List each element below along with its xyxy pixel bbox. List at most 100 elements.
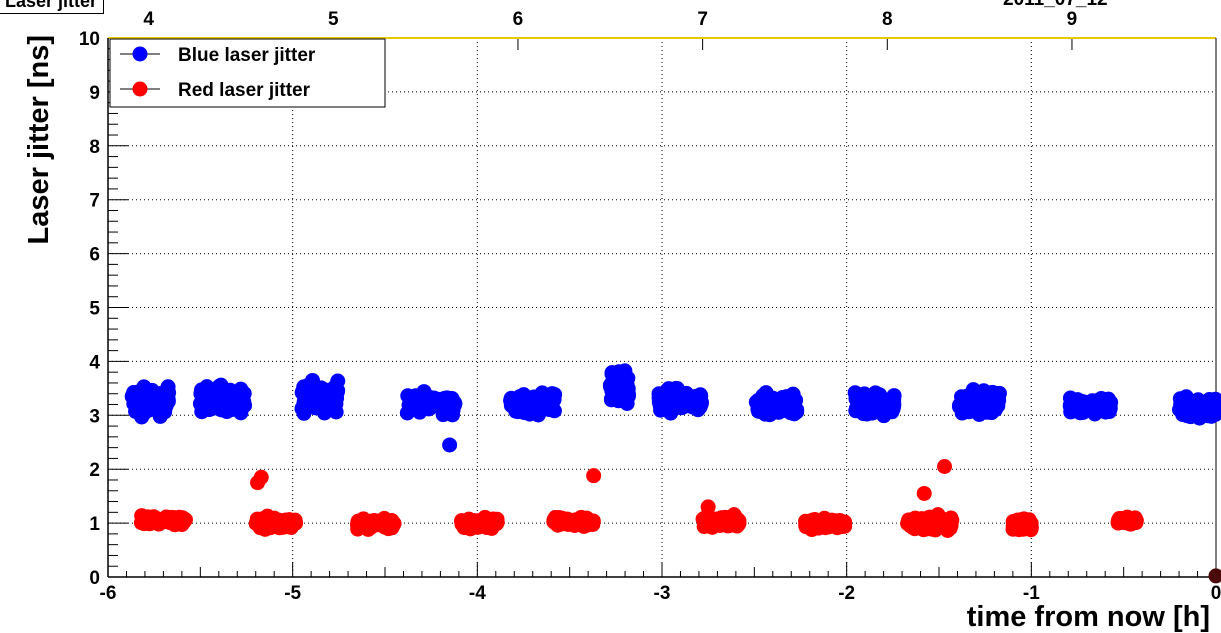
top-tick-label: 6 — [513, 9, 524, 30]
data-point — [458, 518, 474, 534]
data-point — [782, 404, 798, 420]
data-point — [614, 381, 630, 397]
data-point — [762, 394, 778, 410]
data-point — [401, 397, 417, 413]
legend-label: Red laser jitter — [178, 80, 311, 101]
y-tick-label: 0 — [89, 568, 100, 589]
data-point — [811, 513, 827, 529]
data-point — [1196, 403, 1212, 419]
top-tick-label: 9 — [1067, 9, 1078, 30]
data-point — [1074, 396, 1090, 412]
data-point — [604, 365, 620, 381]
data-point — [704, 514, 720, 530]
y-tick-label: 2 — [89, 460, 100, 481]
y-tick-label: 6 — [89, 245, 100, 266]
data-point — [692, 399, 708, 415]
data-point — [700, 499, 716, 515]
data-point — [301, 382, 317, 398]
legend — [109, 38, 386, 108]
data-point — [136, 516, 152, 532]
x-tick-label: 0 — [1211, 583, 1221, 604]
y-tick-label: 7 — [89, 191, 100, 212]
data-point — [937, 459, 953, 475]
data-point — [1022, 517, 1038, 533]
data-point — [152, 395, 168, 411]
y-tick-label: 9 — [89, 83, 100, 104]
data-point — [199, 379, 215, 395]
data-point — [442, 437, 458, 453]
date-label: 2011_07_12 — [1003, 0, 1108, 12]
x-tick-label: -3 — [654, 583, 671, 604]
data-point — [662, 387, 678, 403]
data-point — [294, 400, 310, 416]
data-point — [313, 390, 329, 406]
data-point — [250, 475, 266, 491]
data-point — [477, 517, 493, 533]
data-point — [357, 517, 373, 533]
data-point — [166, 512, 182, 528]
series-red-laser-jitter — [133, 459, 1144, 538]
data-point — [234, 389, 250, 405]
data-point — [924, 521, 940, 537]
data-point — [679, 392, 695, 408]
data-point — [1181, 401, 1197, 417]
data-point — [276, 516, 292, 532]
data-point — [446, 394, 462, 410]
data-point — [533, 390, 549, 406]
data-point — [852, 400, 868, 416]
data-point — [326, 380, 342, 396]
top-tick-label: 4 — [143, 9, 154, 30]
y-tick-label: 3 — [89, 406, 100, 427]
data-point — [325, 396, 341, 412]
data-point — [586, 468, 602, 484]
data-point — [526, 404, 542, 420]
data-point — [830, 515, 846, 531]
y-tick-label: 5 — [89, 299, 100, 320]
data-point — [1116, 512, 1132, 528]
data-point — [126, 389, 142, 405]
data-point — [160, 379, 176, 395]
x-tick-label: -6 — [100, 583, 117, 604]
data-point — [973, 386, 989, 402]
data-point — [565, 513, 581, 529]
data-point — [137, 393, 153, 409]
y-tick-label: 4 — [89, 352, 100, 373]
data-point — [731, 515, 747, 531]
x-axis-label: time from now [h] — [967, 601, 1210, 633]
data-point — [201, 402, 217, 418]
y-tick-label: 10 — [79, 29, 100, 50]
legend-label: Blue laser jitter — [178, 45, 316, 66]
legend-marker — [132, 46, 148, 62]
data-point — [255, 514, 271, 530]
y-tick-label: 1 — [89, 514, 100, 535]
data-point — [954, 397, 970, 413]
data-point — [547, 387, 563, 403]
x-tick-label: -1 — [1023, 583, 1040, 604]
data-point — [940, 519, 956, 535]
legend-marker — [132, 81, 148, 97]
x-tick-label: -4 — [469, 583, 486, 604]
data-point — [882, 401, 898, 417]
data-point — [151, 516, 167, 532]
data-point — [209, 387, 225, 403]
data-point — [423, 396, 439, 412]
data-point — [512, 389, 528, 405]
data-point — [1098, 394, 1114, 410]
data-point — [1127, 510, 1143, 526]
y-tick-label: 8 — [89, 137, 100, 158]
data-point — [177, 512, 193, 528]
data-point — [222, 384, 238, 400]
data-point — [775, 390, 791, 406]
data-point — [1208, 568, 1221, 584]
data-point — [981, 401, 997, 417]
x-tick-label: -2 — [838, 583, 855, 604]
chart-title: Laser jitter — [0, 0, 105, 14]
series-blue-laser-jitter — [124, 363, 1221, 453]
data-point — [384, 517, 400, 533]
top-tick-label: 7 — [697, 9, 708, 30]
data-point — [916, 485, 932, 501]
top-tick-label: 8 — [882, 9, 893, 30]
data-point — [489, 516, 505, 532]
data-point — [603, 391, 619, 407]
